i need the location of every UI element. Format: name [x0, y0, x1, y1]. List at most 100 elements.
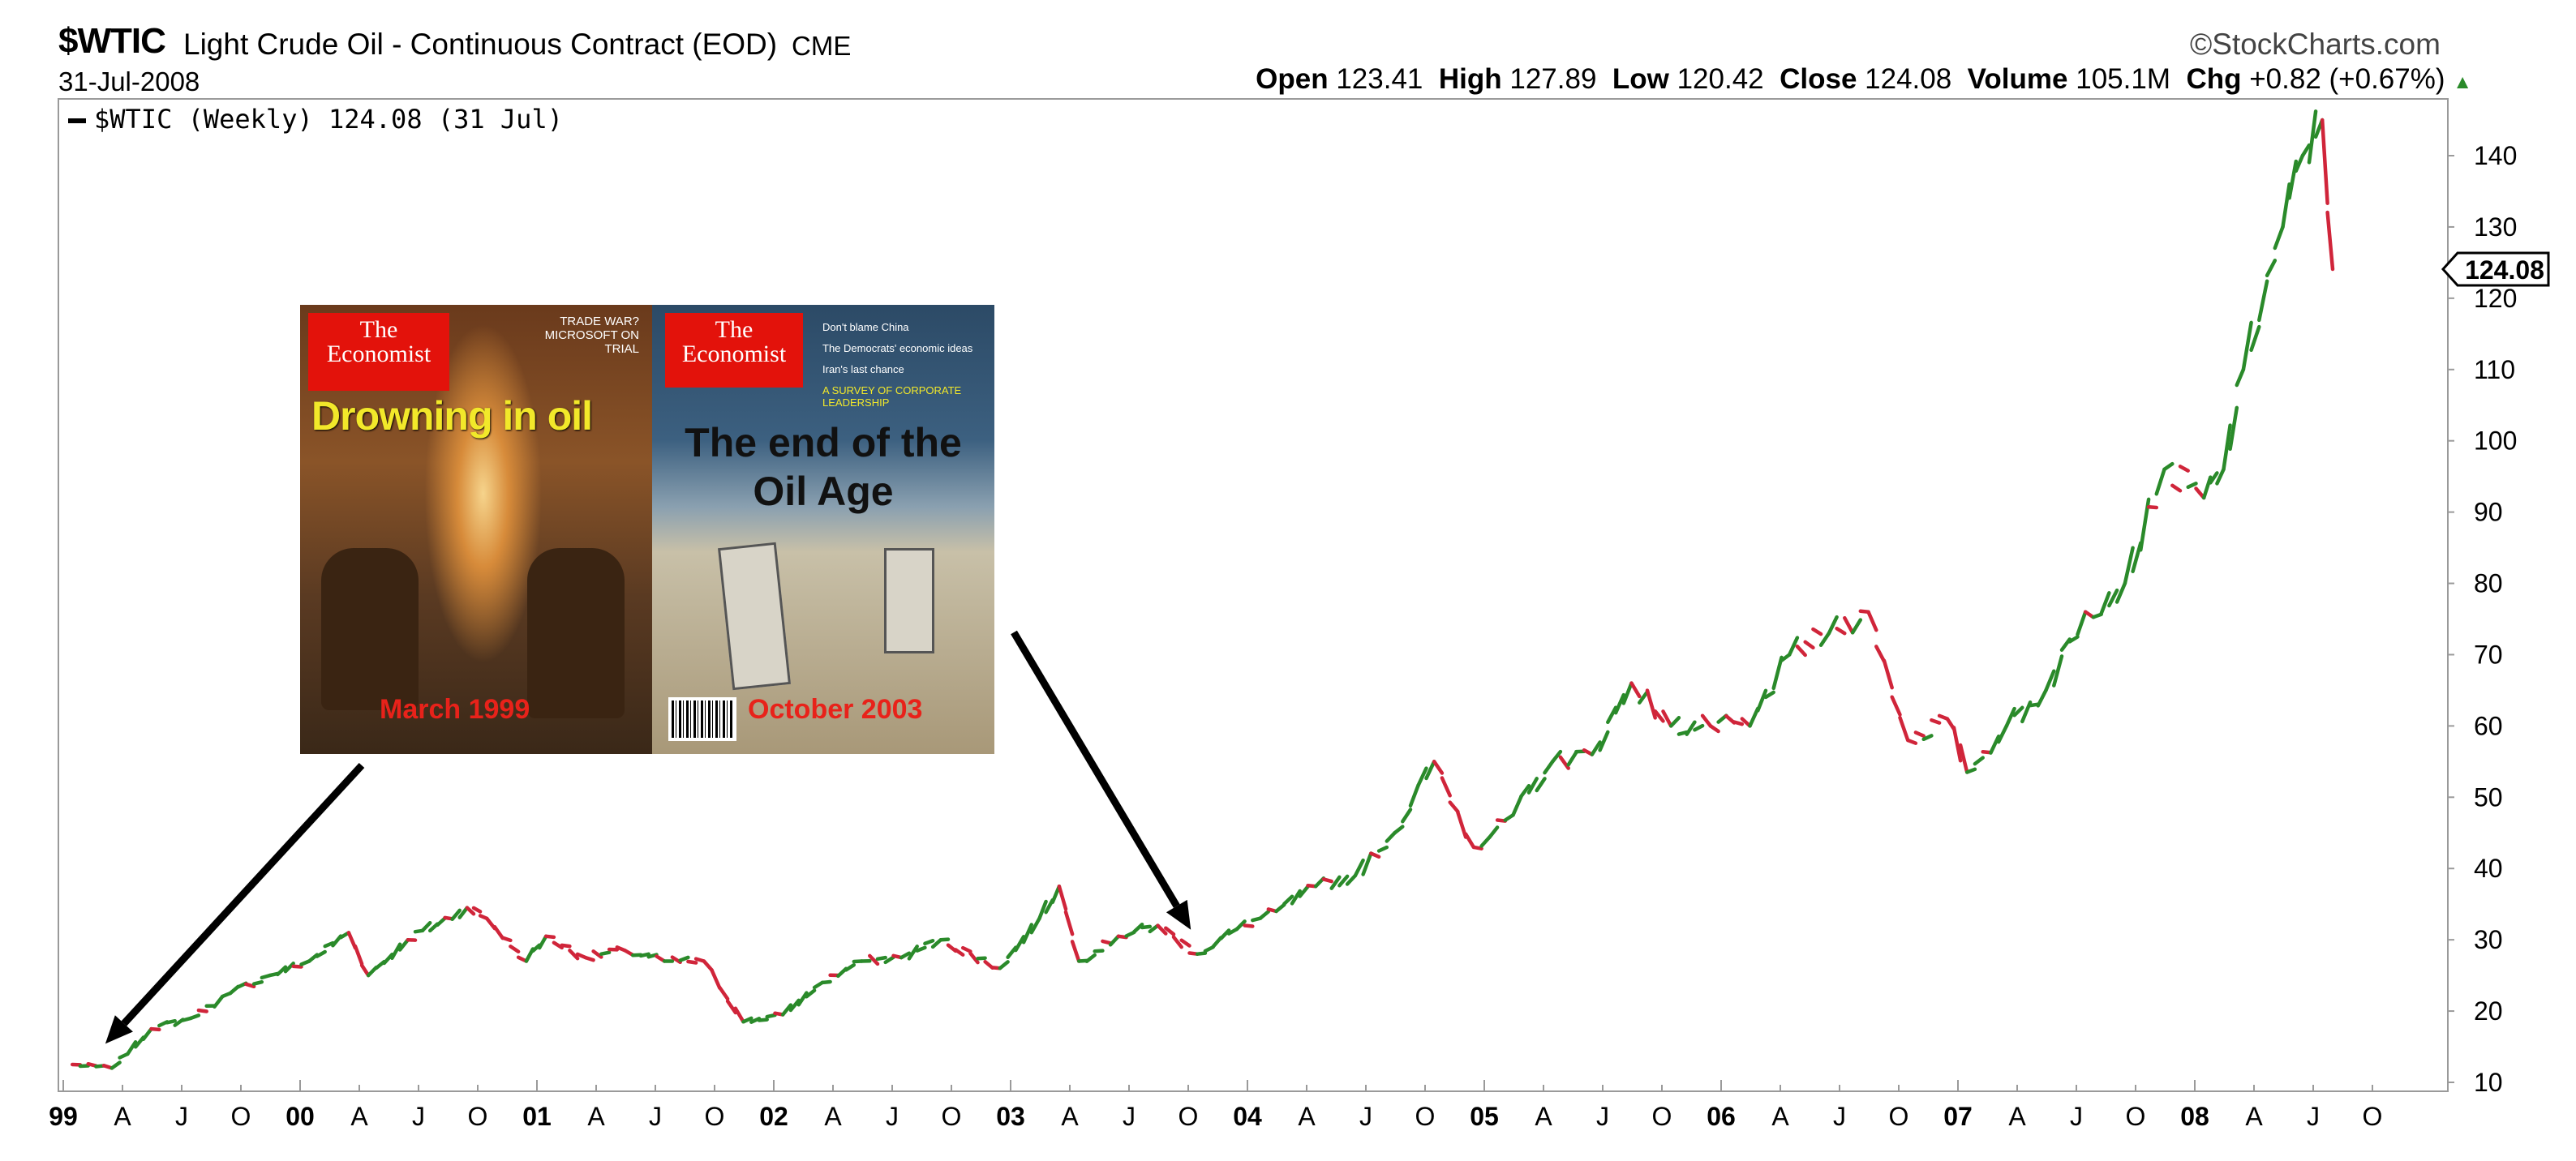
price-segment	[2099, 591, 2111, 615]
y-tick-label: 110	[2474, 355, 2515, 384]
price-segment	[2114, 581, 2127, 604]
price-segment	[1543, 760, 1555, 775]
y-tick-label: 30	[2474, 925, 2503, 954]
y-tick-label: 20	[2474, 996, 2503, 1026]
price-segment	[1795, 645, 1807, 658]
price-segment	[1401, 808, 1413, 824]
price-segment	[323, 940, 335, 949]
price-segment	[2170, 483, 2183, 493]
chart-date: 31-Jul-2008	[58, 66, 200, 96]
price-segment	[1463, 832, 1476, 850]
price-segment	[568, 949, 580, 961]
price-segment	[1471, 845, 1483, 850]
gas-pump-right	[884, 548, 934, 653]
price-segment	[2178, 465, 2190, 473]
x-tick-label: A	[350, 1102, 368, 1131]
price-segment	[2067, 635, 2080, 644]
price-segment	[638, 952, 650, 958]
x-tick-label: J	[649, 1102, 662, 1131]
cover-side-text: TRADE WAR? MICROSOFT ON TRIAL	[544, 315, 639, 356]
price-segment	[1951, 726, 1963, 763]
price-segment	[1874, 645, 1887, 663]
price-segment	[1827, 615, 1839, 636]
price-segment	[2044, 669, 2056, 692]
x-tick-label: 05	[1470, 1102, 1499, 1131]
price-segment	[141, 1026, 153, 1042]
price-segment	[1274, 902, 1286, 914]
price-segment	[1329, 875, 1342, 890]
price-segment	[805, 988, 817, 999]
x-tick-label: O	[1889, 1102, 1909, 1131]
price-segment	[2307, 109, 2318, 165]
price-segment	[353, 944, 364, 966]
x-tick-label: A	[1535, 1102, 1552, 1131]
price-segment	[1101, 939, 1113, 945]
annotation-arrow-head	[105, 1015, 133, 1044]
price-segment	[1084, 953, 1097, 963]
price-segment	[1708, 724, 1720, 734]
magazine-covers-image: The Economist TRADE WAR? MICROSOFT ON TRI…	[300, 305, 994, 754]
price-segment	[1282, 894, 1294, 906]
price-segment	[788, 998, 801, 1013]
price-segment	[2209, 471, 2219, 485]
y-tick-label: 60	[2474, 711, 2503, 740]
price-segment	[1700, 713, 1713, 728]
open-label: Open	[1256, 63, 1329, 95]
price-segment	[1321, 877, 1333, 884]
price-segment	[2241, 320, 2253, 372]
cover-date: October 2003	[748, 694, 923, 725]
volume-label: Volume	[1967, 63, 2068, 95]
chart-title: Light Crude Oil - Continuous Contract (E…	[183, 28, 778, 61]
annotation-arrow-shaft	[121, 762, 365, 1026]
price-segment	[2107, 588, 2119, 608]
barcode-icon	[668, 697, 736, 741]
price-segment	[968, 951, 980, 965]
price-segment	[899, 951, 912, 960]
x-tick-label: A	[1061, 1102, 1079, 1131]
price-segment	[1613, 692, 1626, 715]
price-segment	[1550, 749, 1563, 764]
x-tick-label: 06	[1707, 1102, 1736, 1131]
price-segment	[1645, 688, 1657, 720]
brand-watermark[interactable]: ©StockCharts.com	[2190, 28, 2441, 61]
last-price-tag-text: 124.08	[2465, 255, 2544, 285]
x-tick-label: A	[1771, 1102, 1789, 1131]
x-tick-label: 02	[759, 1102, 788, 1131]
price-segment	[1179, 938, 1191, 948]
price-segment	[2300, 143, 2312, 158]
high-value: 127.89	[1509, 63, 1597, 95]
price-segment	[1108, 934, 1121, 947]
x-tick-label: J	[1123, 1102, 1136, 1131]
price-segment	[1132, 922, 1144, 934]
y-tick-label: 40	[2474, 854, 2503, 883]
price-segment	[537, 934, 548, 950]
price-segment	[471, 906, 483, 914]
price-segment	[2012, 705, 2024, 718]
price-segment	[1638, 690, 1650, 705]
price-segment	[1653, 709, 1665, 723]
price-segment	[718, 985, 730, 1001]
x-tick-label: A	[2245, 1102, 2263, 1131]
plot-frame	[58, 98, 2449, 1092]
price-segment	[796, 991, 809, 1007]
price-segment	[244, 982, 256, 989]
price-segment	[1511, 795, 1523, 817]
price-segment	[1171, 935, 1183, 949]
annotation-arrows	[105, 630, 1191, 1044]
price-segment	[820, 979, 832, 985]
price-segment	[560, 943, 572, 949]
price-segment	[2257, 279, 2269, 323]
price-segment	[1668, 716, 1681, 728]
x-tick-label: J	[1359, 1102, 1372, 1131]
price-segment	[1973, 756, 1985, 766]
price-segment	[450, 908, 462, 922]
x-tick-label: J	[1833, 1102, 1846, 1131]
price-segment	[1958, 743, 1969, 774]
price-segment	[2325, 210, 2335, 272]
cover-line: Don't blame China	[822, 321, 909, 333]
price-segment	[2123, 546, 2135, 585]
price-segment	[1361, 851, 1373, 876]
x-tick-label: J	[412, 1102, 425, 1131]
price-segment	[2186, 482, 2198, 490]
